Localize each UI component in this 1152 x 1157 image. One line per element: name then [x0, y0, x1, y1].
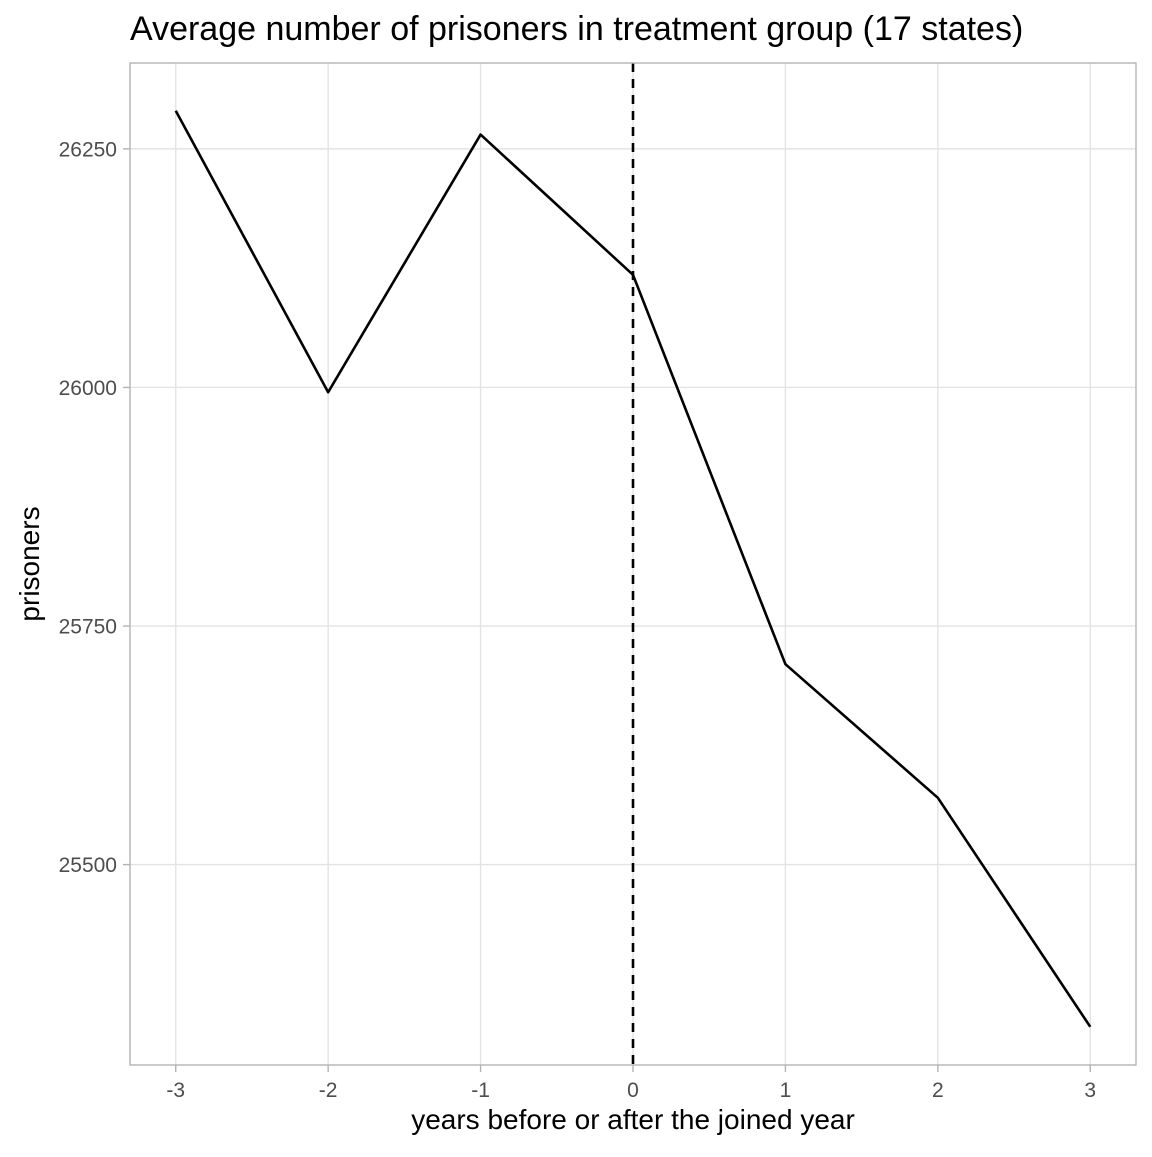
tick-layer: -3 -2 -1 0 1 2 3 25500 25750 26000 26250	[59, 138, 1097, 1102]
y-tick-label: 25500	[59, 854, 117, 877]
y-axis-title: prisoners	[14, 506, 45, 621]
x-tick-label: -3	[166, 1079, 185, 1102]
x-tick-label: 2	[932, 1079, 944, 1102]
x-tick-label: 0	[627, 1079, 639, 1102]
x-tick-label: -1	[471, 1079, 490, 1102]
x-tick-label: -2	[319, 1079, 338, 1102]
x-tick-label: 1	[780, 1079, 792, 1102]
y-tick-label: 26250	[59, 138, 117, 161]
chart-title: Average number of prisoners in treatment…	[130, 10, 1023, 48]
y-tick-label: 26000	[59, 377, 117, 400]
x-tick-label: 3	[1084, 1079, 1096, 1102]
series-line	[174, 110, 1092, 1028]
x-axis-title: years before or after the joined year	[411, 1104, 855, 1135]
series-layer	[174, 110, 1092, 1028]
y-tick-label: 25750	[59, 616, 117, 639]
